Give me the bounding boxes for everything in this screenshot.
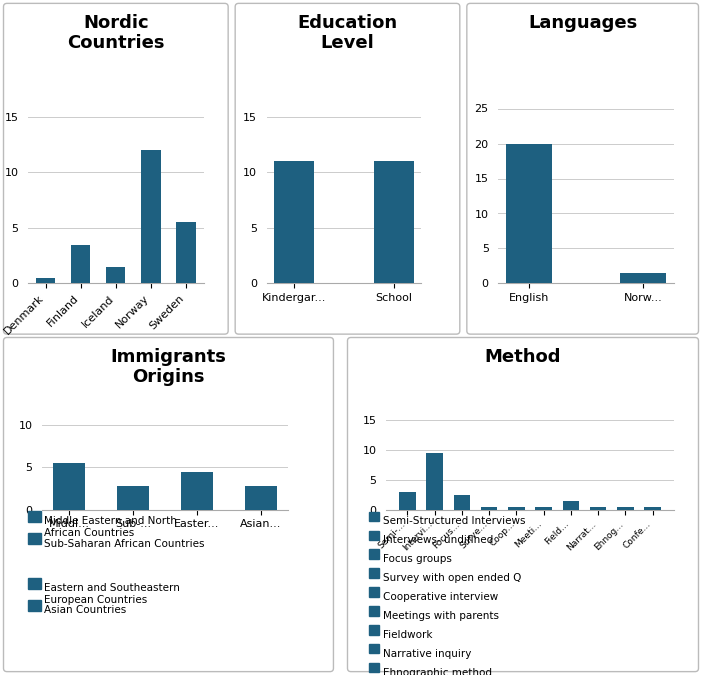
Bar xyxy=(644,507,661,510)
Text: Survey with open ended Q: Survey with open ended Q xyxy=(383,573,521,583)
Bar xyxy=(617,507,634,510)
Bar xyxy=(399,492,416,510)
Bar xyxy=(245,486,277,510)
Bar xyxy=(181,472,213,510)
Bar xyxy=(506,144,552,284)
Bar xyxy=(536,507,552,510)
Bar xyxy=(590,507,607,510)
Text: Method: Method xyxy=(485,348,561,366)
Text: Narrative inquiry: Narrative inquiry xyxy=(383,649,471,659)
Bar xyxy=(141,150,161,284)
Bar xyxy=(53,463,85,510)
Bar xyxy=(36,278,55,283)
Text: Meetings with parents: Meetings with parents xyxy=(383,611,498,621)
Text: Cooperative interview: Cooperative interview xyxy=(383,592,498,602)
Text: Ehnographic method: Ehnographic method xyxy=(383,668,491,675)
Bar xyxy=(481,507,497,510)
Text: Fieldwork: Fieldwork xyxy=(383,630,432,640)
Bar xyxy=(563,501,579,510)
Text: Asian Countries: Asian Countries xyxy=(44,605,126,616)
Text: Interviews- undifined: Interviews- undifined xyxy=(383,535,493,545)
Text: Eastern and Southeastern
European Countries: Eastern and Southeastern European Countr… xyxy=(44,583,180,605)
Bar xyxy=(453,495,470,510)
Text: Middle Eastern and North
African Countries: Middle Eastern and North African Countri… xyxy=(44,516,176,538)
Text: Immigrants
Origins: Immigrants Origins xyxy=(110,348,227,386)
Bar xyxy=(71,244,91,284)
Bar xyxy=(274,161,314,284)
Bar xyxy=(426,453,443,510)
Bar xyxy=(117,486,149,510)
Text: Education
Level: Education Level xyxy=(298,14,397,52)
Bar xyxy=(106,267,126,284)
Text: Semi-Structured Interviews: Semi-Structured Interviews xyxy=(383,516,525,526)
Text: Focus groups: Focus groups xyxy=(383,554,451,564)
Bar xyxy=(374,161,414,284)
Text: Languages: Languages xyxy=(528,14,637,32)
Bar xyxy=(176,222,196,284)
Bar xyxy=(508,507,524,510)
Text: Nordic
Countries: Nordic Countries xyxy=(67,14,164,52)
Text: Sub-Saharan African Countries: Sub-Saharan African Countries xyxy=(44,539,204,549)
Bar xyxy=(621,273,666,284)
